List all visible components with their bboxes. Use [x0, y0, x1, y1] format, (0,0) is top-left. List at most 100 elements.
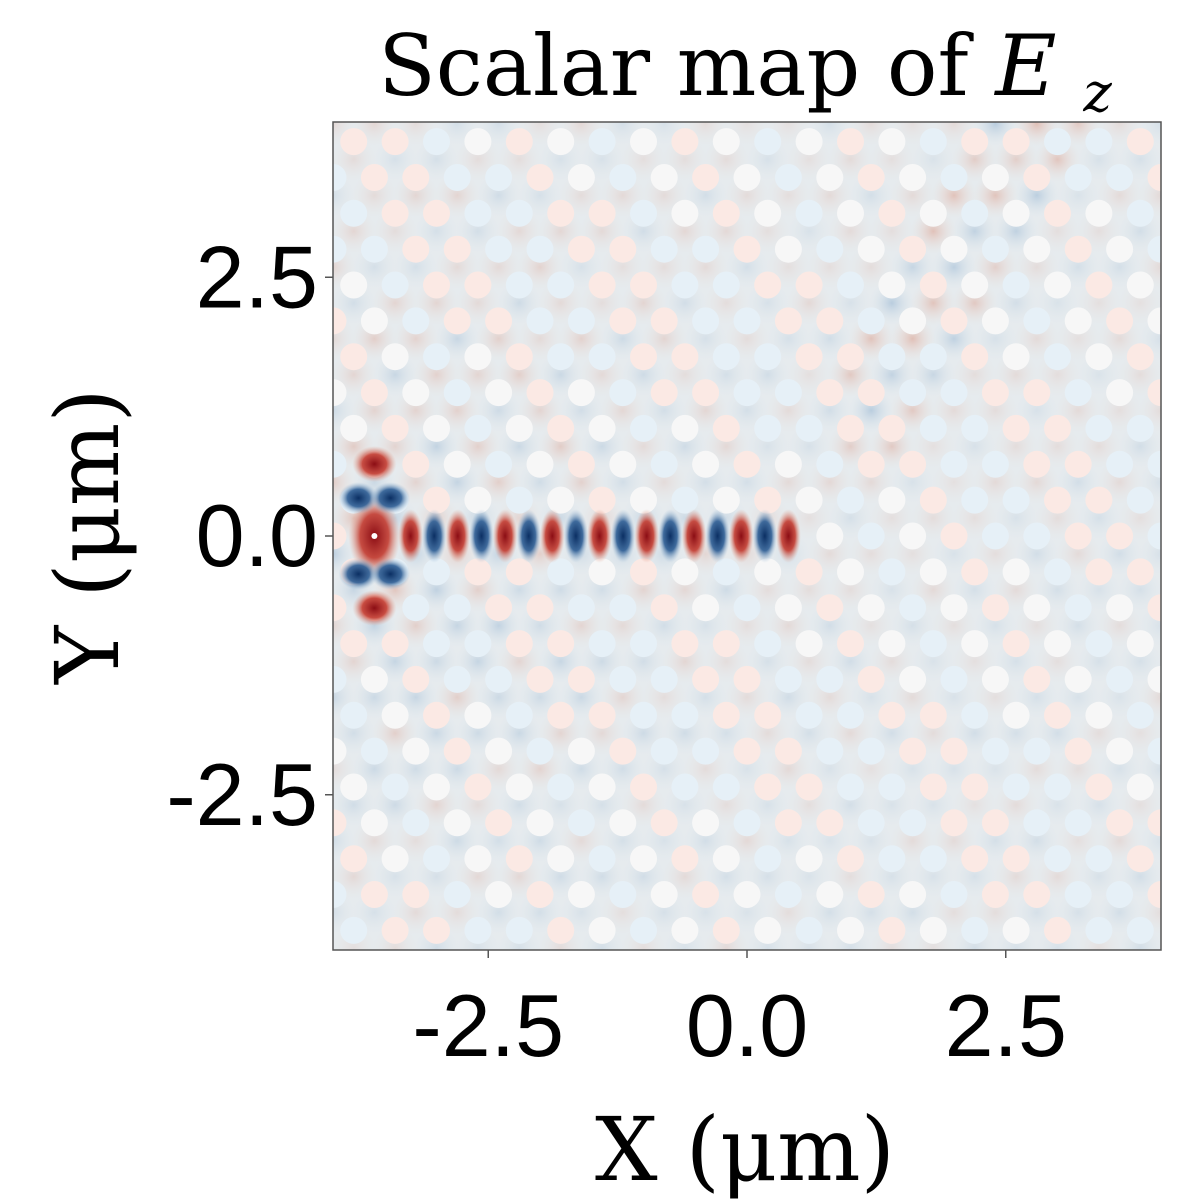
field-cell: [333, 365, 336, 385]
lattice-hole: [981, 809, 1009, 837]
lattice-hole: [402, 379, 430, 407]
lattice-hole: [981, 665, 1009, 693]
lattice-hole: [940, 809, 968, 837]
lattice-hole: [961, 128, 989, 156]
lattice-hole: [754, 773, 782, 801]
lattice-hole: [1044, 128, 1071, 156]
lattice-hole: [630, 343, 657, 371]
lattice-hole: [1044, 199, 1071, 227]
lattice-hole: [795, 414, 823, 442]
lattice-hole: [1148, 953, 1175, 980]
lattice-hole: [837, 271, 864, 299]
lattice-hole: [1023, 379, 1051, 407]
lattice-hole: [981, 164, 1009, 191]
lattice-hole: [609, 379, 637, 407]
lattice-hole: [381, 630, 409, 658]
lattice-hole: [1189, 307, 1200, 334]
lattice-hole: [878, 916, 906, 944]
lattice-hole: [1168, 343, 1195, 370]
lattice-hole: [547, 414, 575, 442]
lattice-hole: [609, 594, 637, 622]
lattice-hole: [961, 414, 989, 442]
lattice-hole: [423, 343, 450, 371]
lattice-hole: [1126, 486, 1154, 514]
lattice-hole: [381, 199, 409, 227]
lattice-hole: [940, 307, 968, 335]
field-cell: [1180, 459, 1200, 505]
lattice-hole: [464, 701, 492, 729]
lattice-hole: [1189, 881, 1200, 908]
lattice-hole: [526, 307, 554, 335]
lattice-hole: [919, 343, 947, 371]
lattice-hole: [816, 522, 844, 550]
lattice-hole: [547, 845, 575, 873]
lattice-hole: [1126, 271, 1154, 299]
lattice-hole: [1023, 235, 1051, 263]
mode-lobe: [421, 509, 447, 563]
lattice-hole: [1085, 916, 1113, 944]
lattice-hole: [423, 414, 450, 442]
lattice-hole: [961, 271, 989, 299]
lattice-hole: [712, 128, 740, 156]
lattice-hole: [712, 414, 740, 442]
lattice-hole: [485, 665, 513, 693]
lattice-hole: [981, 450, 1009, 478]
lattice-hole: [1085, 701, 1113, 729]
lattice-hole: [1126, 845, 1154, 873]
lattice-hole: [1189, 953, 1200, 980]
lattice-hole: [1064, 881, 1092, 908]
lattice-hole: [382, 989, 409, 1016]
lattice-holes: [333, 128, 1200, 1016]
lattice-hole: [795, 128, 823, 156]
lattice-hole: [837, 701, 864, 729]
lattice-hole: [1106, 235, 1134, 263]
lattice-hole: [1127, 989, 1154, 1016]
x-axis-label: X (μm): [595, 1098, 895, 1200]
lattice-hole: [1147, 881, 1161, 908]
lattice-hole: [1168, 487, 1195, 514]
lattice-hole: [650, 737, 678, 765]
lattice-hole: [1023, 522, 1051, 550]
lattice-hole: [899, 235, 927, 263]
lattice-hole: [464, 343, 492, 371]
lattice-hole: [940, 881, 968, 908]
lattice-hole: [333, 379, 347, 407]
lattice-hole: [1168, 415, 1195, 442]
lattice-hole: [443, 307, 471, 335]
lattice-hole: [1044, 916, 1071, 944]
mode-lobe: [563, 509, 589, 563]
lattice-hole: [899, 307, 927, 335]
lattice-hole: [464, 414, 492, 442]
field-cell: [1158, 651, 1161, 672]
lattice-hole: [899, 164, 927, 191]
lattice-hole: [526, 379, 554, 407]
lattice-hole: [837, 773, 864, 801]
field-cell: [1180, 531, 1200, 577]
lattice-hole: [919, 773, 947, 801]
lattice-hole: [1168, 845, 1195, 872]
lattice-hole: [712, 845, 740, 873]
lattice-hole: [961, 845, 989, 873]
lattice-hole: [1002, 414, 1030, 442]
lattice-hole: [588, 558, 616, 586]
lattice-hole: [837, 199, 864, 227]
lattice-hole: [650, 235, 678, 263]
lattice-hole: [547, 271, 575, 299]
lattice-hole: [940, 235, 968, 263]
lattice-hole: [1147, 737, 1161, 765]
lattice-hole: [733, 450, 761, 478]
lattice-hole: [360, 881, 388, 908]
guided-mode-layer: [338, 446, 801, 626]
lattice-hole: [837, 343, 864, 371]
lattice-hole: [774, 307, 802, 335]
lattice-hole: [443, 450, 471, 478]
x-tick-label: 2.5: [945, 976, 1067, 1075]
lattice-hole: [837, 486, 864, 514]
lattice-hole: [464, 486, 492, 514]
lattice-hole: [1147, 665, 1161, 693]
lattice-hole: [609, 809, 637, 837]
lattice-hole: [381, 845, 409, 873]
lattice-hole: [609, 450, 637, 478]
lattice-hole: [443, 164, 471, 191]
lattice-hole: [630, 845, 657, 873]
